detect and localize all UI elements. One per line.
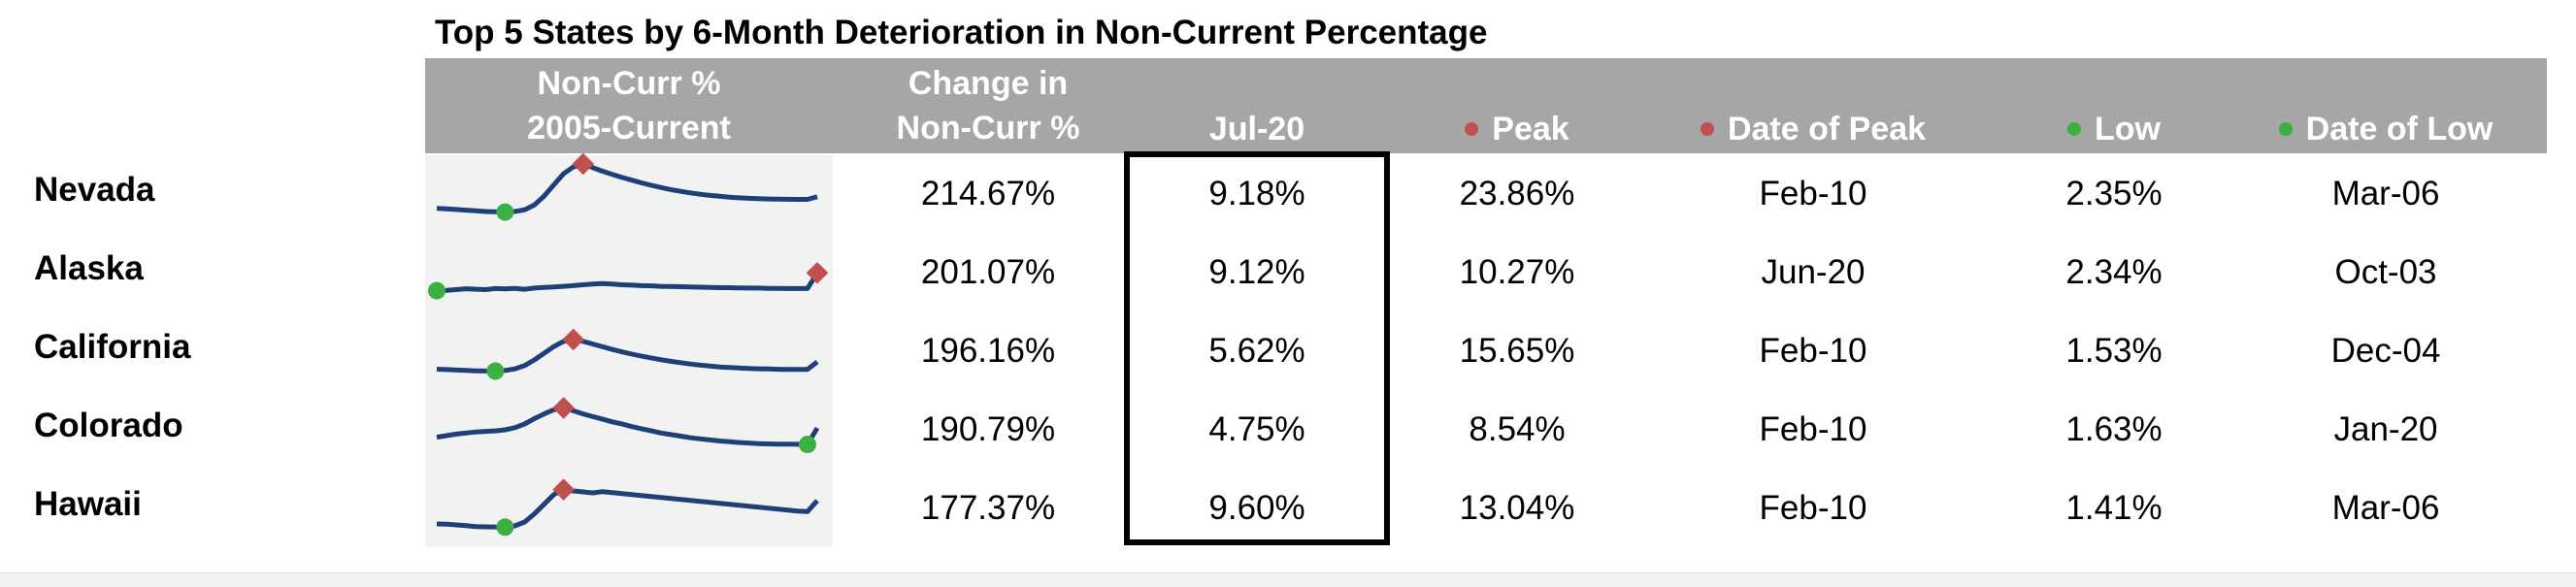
low-cell: 1.41% (2065, 489, 2163, 527)
header-current: Jul-20 (1124, 107, 1390, 151)
peak-date-cell: Feb-10 (1759, 175, 1867, 212)
header-date-of-peak: Date of Peak (1638, 107, 1988, 151)
header-low-label: Low (2095, 111, 2161, 147)
sparkline-series (436, 405, 820, 447)
header-change-line2: Non-Curr % (896, 110, 1080, 147)
low-cell: 2.35% (2065, 175, 2163, 212)
change-cell: 196.16% (920, 332, 1056, 370)
low-marker (428, 281, 446, 300)
row-label-state: Alaska (34, 249, 144, 287)
peak-date-cell: Feb-10 (1759, 489, 1867, 527)
header-date-of-low-label: Date of Low (2305, 111, 2493, 147)
low-cell: 1.53% (2065, 332, 2163, 370)
change-cell: 201.07% (920, 253, 1056, 291)
row-label-state: California (34, 328, 191, 366)
header-change-line1: Change in (908, 65, 1069, 102)
row-label-state: Nevada (34, 171, 155, 209)
peak-marker (806, 261, 829, 284)
header-bar: Non-Curr % 2005-Current Change in Non-Cu… (425, 58, 2547, 153)
sparkline-series (436, 271, 820, 294)
footer-band (0, 572, 2576, 587)
peak-date-cell: Feb-10 (1759, 332, 1867, 370)
peak-marker (552, 397, 575, 419)
header-change: Change in Non-Curr % (842, 58, 1134, 153)
peak-cell: 13.04% (1459, 489, 1575, 527)
current-cell: 5.62% (1208, 332, 1305, 370)
change-cell: 214.67% (920, 175, 1056, 212)
table-title: Top 5 States by 6-Month Deterioration in… (435, 14, 1488, 51)
current-cell: 9.12% (1208, 253, 1305, 291)
change-cell: 177.37% (920, 489, 1056, 527)
header-date-of-peak-label: Date of Peak (1727, 111, 1927, 147)
current-column-highlight (1124, 151, 1390, 545)
header-sparkline: Non-Curr % 2005-Current (425, 58, 833, 153)
peak-dot-icon (1465, 122, 1479, 136)
low-cell: 2.34% (2065, 253, 2163, 291)
header-low: Low (1998, 107, 2230, 151)
peak-marker (562, 328, 585, 351)
peak-date-cell: Jun-20 (1761, 253, 1866, 291)
low-date-cell: Jan-20 (2333, 410, 2438, 448)
header-peak: Peak (1396, 107, 1638, 151)
row-label-state: Hawaii (34, 485, 142, 523)
header-peak-label: Peak (1492, 111, 1569, 147)
header-sparkline-line2: 2005-Current (527, 110, 731, 147)
peak-cell: 23.86% (1459, 175, 1575, 212)
low-date-cell: Mar-06 (2331, 175, 2440, 212)
current-cell: 9.18% (1208, 175, 1305, 212)
peak-cell: 8.54% (1469, 410, 1566, 448)
header-sparkline-line1: Non-Curr % (537, 65, 721, 102)
peak-date-cell: Feb-10 (1759, 410, 1867, 448)
low-dot-icon (2067, 122, 2081, 136)
low-marker (798, 436, 816, 454)
current-cell: 4.75% (1208, 410, 1305, 448)
low-marker (486, 362, 505, 380)
current-cell: 9.60% (1208, 489, 1305, 527)
change-cell: 190.79% (920, 410, 1056, 448)
peak-cell: 15.65% (1459, 332, 1575, 370)
low-date-cell: Dec-04 (2330, 332, 2441, 370)
row-label-state: Colorado (34, 407, 183, 444)
low-marker (496, 203, 514, 221)
header-date-of-low: Date of Low (2230, 107, 2541, 151)
low-date-cell: Oct-03 (2334, 253, 2437, 291)
peak-cell: 10.27% (1459, 253, 1575, 291)
peak-dot-icon (1700, 122, 1714, 136)
peak-marker (552, 478, 575, 501)
low-marker (496, 518, 514, 537)
low-dot-icon (2278, 122, 2293, 136)
header-current-label: Jul-20 (1208, 111, 1305, 147)
sparkline-series (436, 487, 819, 530)
low-cell: 1.63% (2065, 410, 2163, 448)
low-date-cell: Mar-06 (2331, 489, 2440, 527)
